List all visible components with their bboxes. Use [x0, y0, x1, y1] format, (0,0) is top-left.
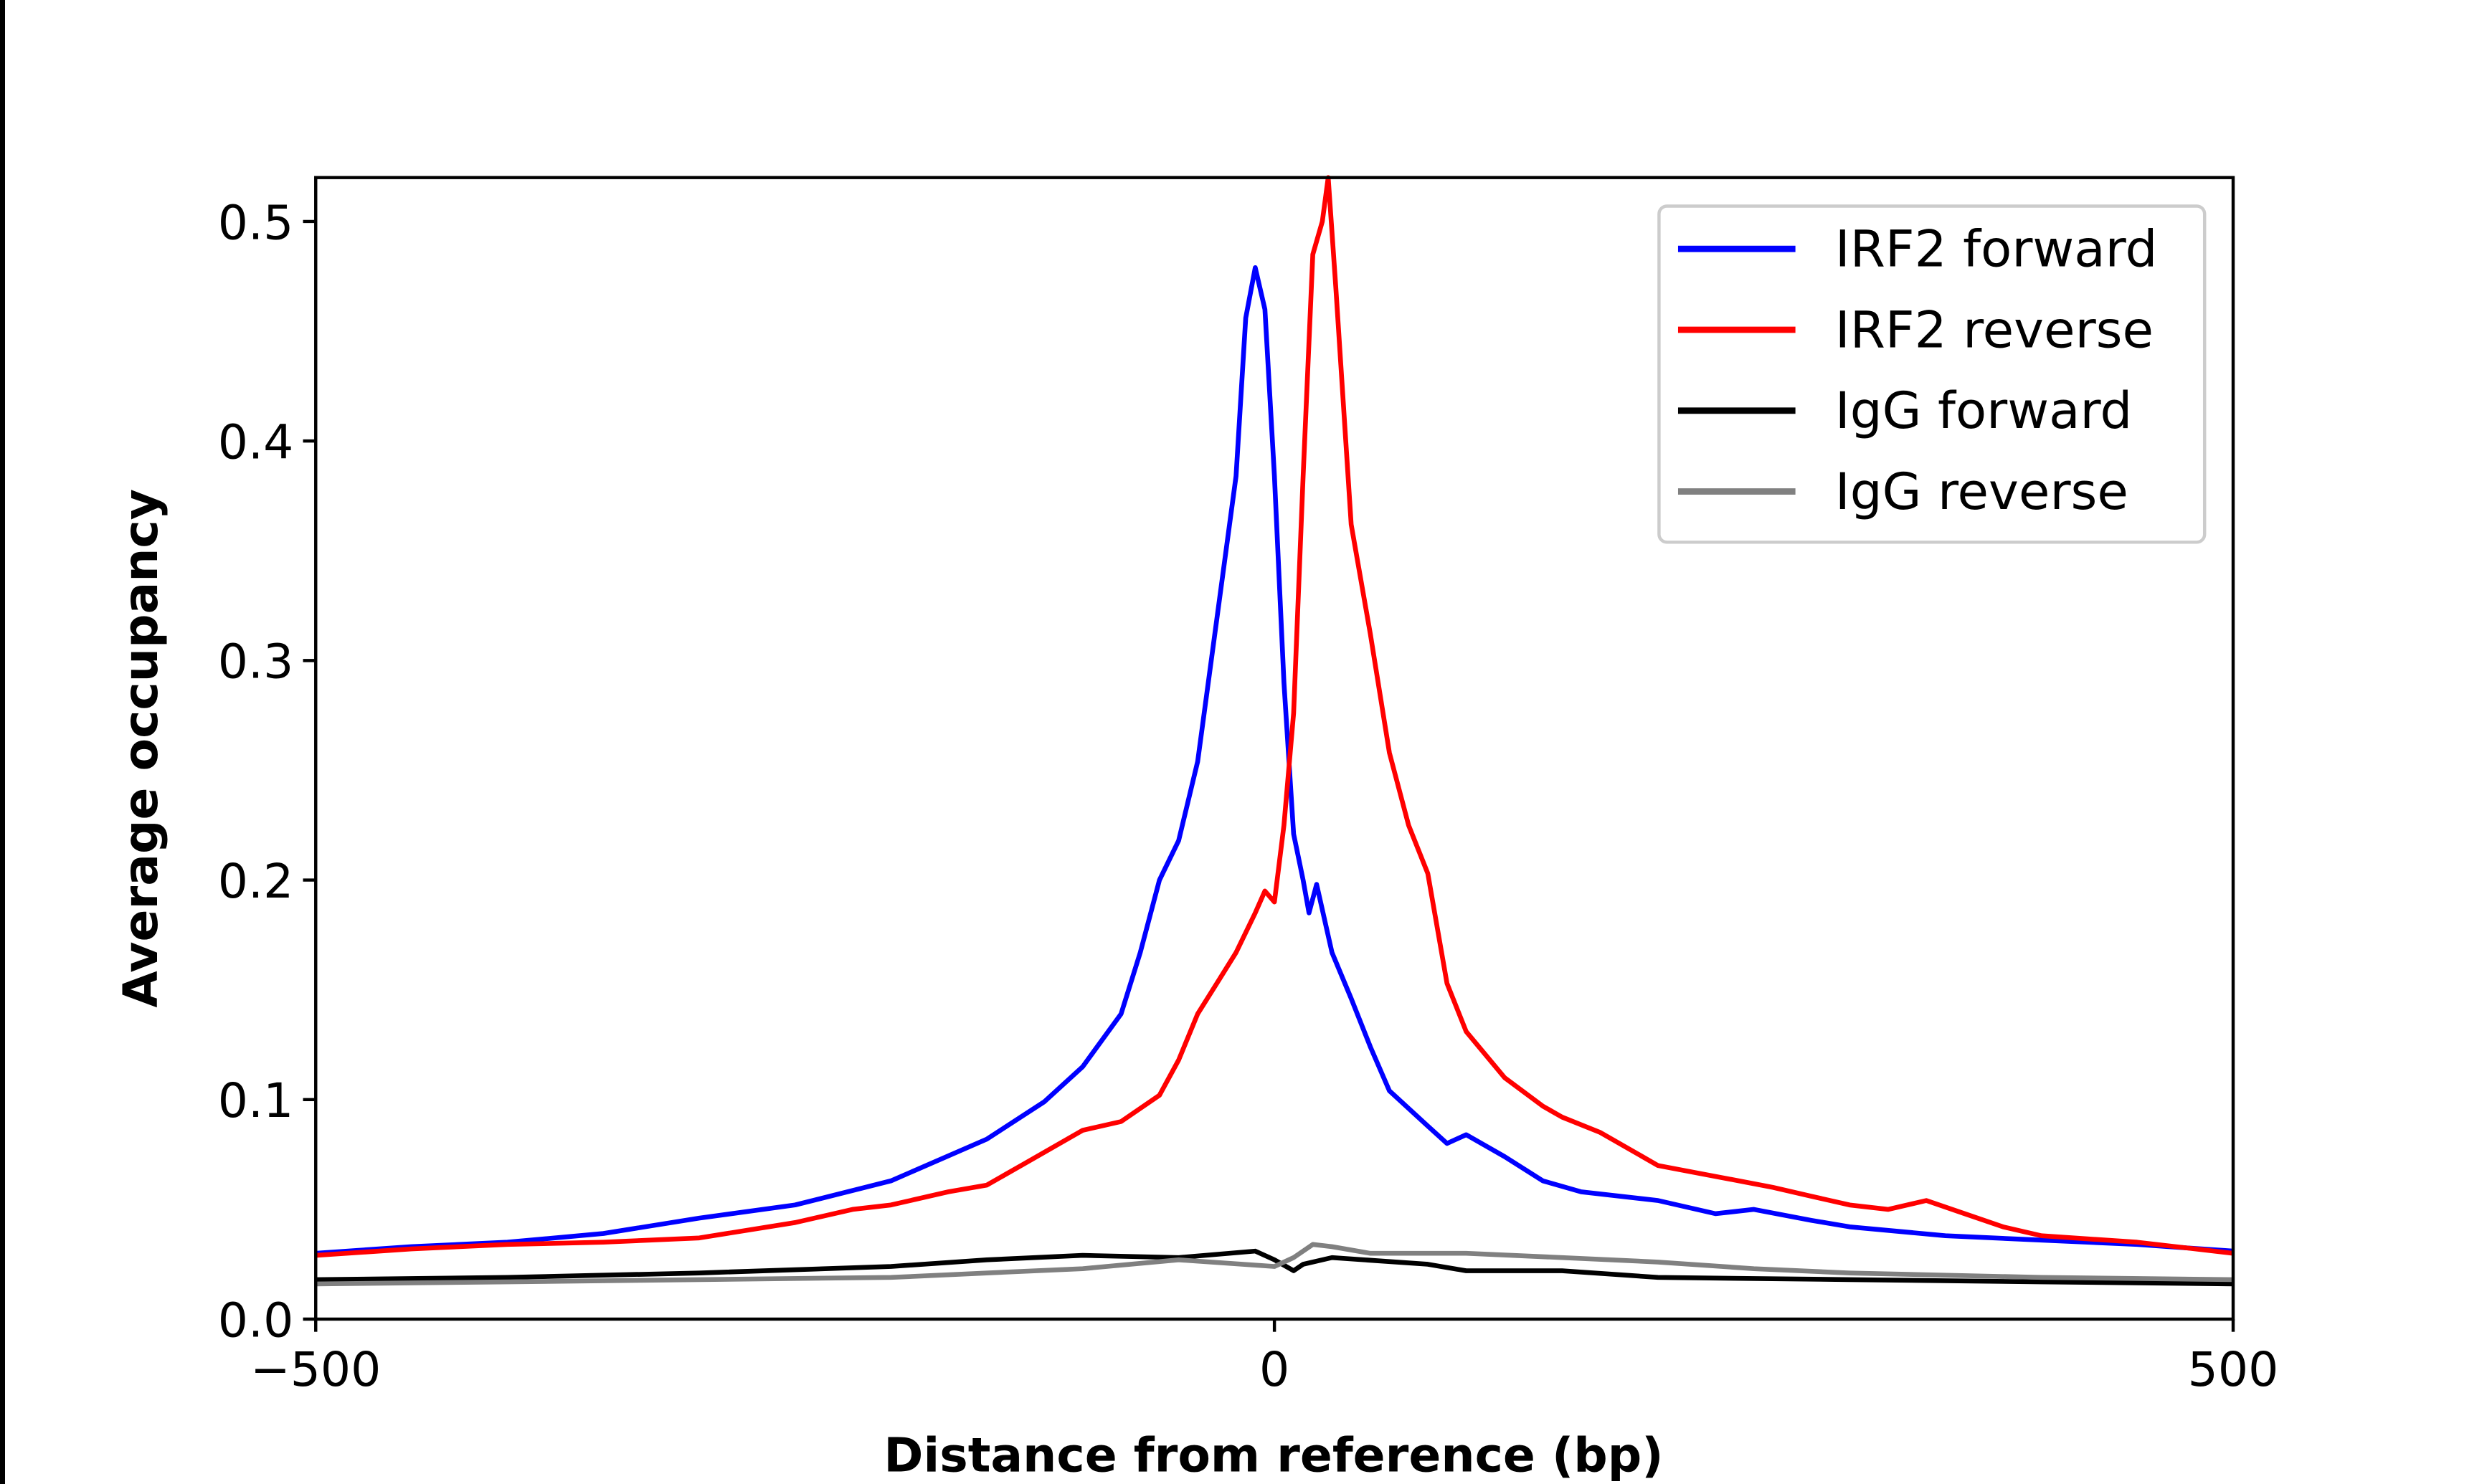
- axis-ticks: −500 0 500 0.0 0.1 0.2 0.3 0.4 0.5: [218, 194, 2279, 1397]
- x-tick-label: −500: [250, 1341, 381, 1397]
- y-tick-label: 0.1: [218, 1072, 293, 1128]
- x-tick-label: 0: [1259, 1341, 1289, 1397]
- series-layer: [316, 175, 2234, 1287]
- legend-label: IRF2 forward: [1835, 219, 2157, 279]
- legend-box: [1657, 204, 2207, 544]
- y-axis-label: Average occupancy: [113, 489, 169, 1008]
- series-line-igg-forward: [316, 1248, 2234, 1287]
- y-tick-label: 0.0: [218, 1292, 293, 1348]
- y-tick-label: 0.5: [218, 194, 293, 250]
- x-axis-label: Distance from reference (bp): [884, 1427, 1663, 1483]
- legend-label: IRF2 reverse: [1835, 300, 2154, 359]
- series-line-irf2-forward: [316, 265, 2234, 1256]
- y-tick-label: 0.2: [218, 853, 293, 909]
- series-line-igg-reverse: [316, 1242, 2234, 1287]
- y-tick-label: 0.4: [218, 414, 293, 470]
- y-tick-label: 0.3: [218, 634, 293, 690]
- left-edge-border: [0, 0, 5, 1484]
- legend-label: IgG forward: [1835, 381, 2132, 440]
- series-line-irf2-reverse: [316, 175, 2234, 1258]
- legend: IRF2 forward IRF2 reverse IgG forward IgG r…: [1657, 204, 2207, 544]
- legend-label: IgG reverse: [1835, 462, 2128, 521]
- x-tick-label: 500: [2188, 1341, 2279, 1397]
